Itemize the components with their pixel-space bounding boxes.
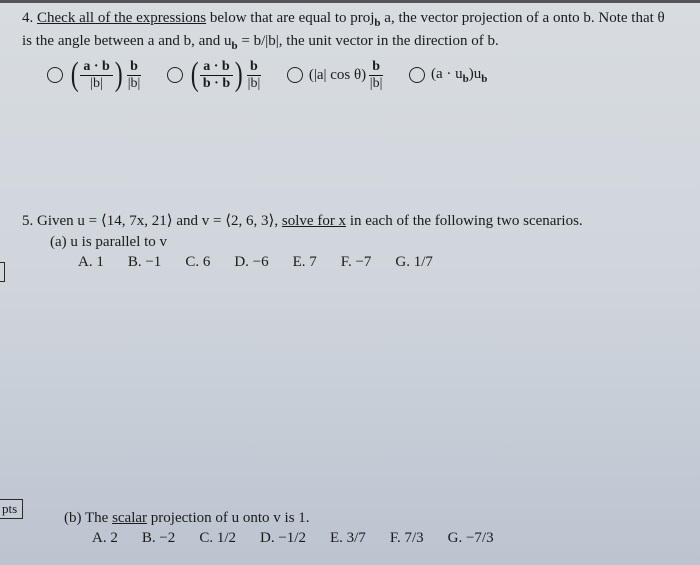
radio-icon: [47, 67, 63, 83]
q5-part-b: (b) The scalar projection of u onto v is…: [64, 510, 700, 527]
choice-e[interactable]: E. 3/7: [330, 530, 366, 547]
q4-option-3[interactable]: (|a| cos θ) b|b|: [287, 60, 383, 91]
q4-option-2[interactable]: ( a · bb · b ) b|b|: [167, 60, 261, 91]
q5-part-b-row: pts (b) The scalar projection of u onto …: [0, 510, 700, 547]
q5-given-c: in each of the following two scenarios.: [346, 213, 583, 229]
radio-icon: [287, 67, 303, 83]
opt1-num: a · b: [80, 60, 112, 76]
choice-c[interactable]: C. 1/2: [199, 530, 236, 547]
side-marker: [0, 262, 5, 282]
q5-a-label: (a): [50, 234, 67, 250]
choice-f[interactable]: F. 7/3: [390, 530, 424, 547]
opt1-num2: b: [127, 60, 141, 76]
question-4: 4. Check all of the expressions below th…: [22, 8, 678, 54]
q5-b-choices: A. 2 B. −2 C. 1/2 D. −1/2 E. 3/7 F. 7/3 …: [64, 530, 700, 547]
choice-a[interactable]: A. 1: [78, 254, 104, 271]
q4-text-c: = b/|b|, the unit vector in the directio…: [238, 33, 499, 49]
q4-text-a: below that are equal to proj: [206, 10, 374, 26]
pts-box: pts: [0, 499, 23, 519]
opt2-den: b · b: [203, 76, 230, 91]
opt4-sub2: b: [481, 73, 487, 85]
q5-given-a: Given u = ⟨14, 7x, 21⟩ and v = ⟨2, 6, 3⟩…: [37, 213, 282, 229]
q4-option-4[interactable]: (a · ub)ub: [409, 66, 487, 85]
choice-b[interactable]: B. −2: [142, 530, 175, 547]
opt1-den: |b|: [90, 76, 103, 91]
q5-part-a: (a) u is parallel to v: [22, 234, 678, 251]
opt2-num2: b: [247, 60, 261, 76]
q5-given-b: solve for x: [282, 213, 346, 229]
radio-icon: [167, 67, 183, 83]
q4-number: 4.: [22, 10, 33, 26]
opt2-den2: |b|: [248, 76, 261, 91]
opt3-den: |b|: [370, 76, 383, 91]
q5-a-choices: A. 1 B. −1 C. 6 D. −6 E. 7 F. −7 G. 1/7: [22, 254, 678, 271]
q4-opt2-expr: ( a · bb · b ) b|b|: [189, 60, 261, 91]
choice-b[interactable]: B. −1: [128, 254, 161, 271]
opt2-num: a · b: [200, 60, 232, 76]
opt3-num: b: [369, 60, 383, 76]
q5-stem: 5. Given u = ⟨14, 7x, 21⟩ and v = ⟨2, 6,…: [22, 211, 678, 231]
q4-opt3-expr: (|a| cos θ) b|b|: [309, 60, 383, 91]
choice-e[interactable]: E. 7: [293, 254, 317, 271]
opt4-mid: )u: [469, 66, 482, 82]
choice-d[interactable]: D. −6: [234, 254, 268, 271]
q5-number: 5.: [22, 213, 33, 229]
opt1-den2: |b|: [128, 76, 141, 91]
q4-underline: Check all of the expressions: [37, 10, 206, 26]
question-5: 5. Given u = ⟨14, 7x, 21⟩ and v = ⟨2, 6,…: [22, 211, 678, 271]
choice-d[interactable]: D. −1/2: [260, 530, 306, 547]
q5-b-text-a: The: [85, 510, 112, 526]
opt3-lead: (|a| cos θ): [309, 67, 366, 84]
choice-g[interactable]: G. 1/7: [395, 254, 433, 271]
q5-b-label: (b): [64, 510, 82, 526]
choice-a[interactable]: A. 2: [92, 530, 118, 547]
choice-g[interactable]: G. −7/3: [448, 530, 494, 547]
q4-opt4-expr: (a · ub)ub: [431, 66, 487, 85]
q5-b-text-b: scalar: [112, 510, 147, 526]
q5-b-text-c: projection of u onto v is 1.: [147, 510, 309, 526]
q4-options: ( a · b|b| ) b|b| ( a · bb · b ) b|b| (|…: [22, 60, 678, 91]
choice-f[interactable]: F. −7: [341, 254, 372, 271]
q4-opt1-expr: ( a · b|b| ) b|b|: [69, 60, 141, 91]
opt4-a: (a · u: [431, 66, 463, 82]
radio-icon: [409, 67, 425, 83]
choice-c[interactable]: C. 6: [185, 254, 210, 271]
q5-a-text: u is parallel to v: [70, 234, 167, 250]
q4-option-1[interactable]: ( a · b|b| ) b|b|: [47, 60, 141, 91]
